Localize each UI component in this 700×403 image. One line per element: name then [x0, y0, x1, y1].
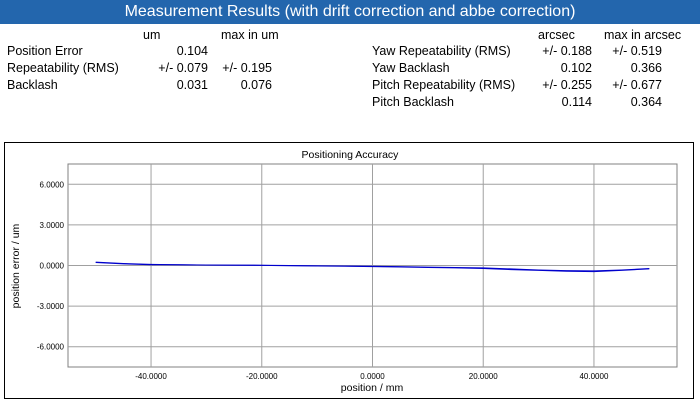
- pitch-backlash-max: 0.364: [630, 95, 662, 109]
- x-axis-label: position / mm: [341, 382, 404, 394]
- yaw-repeatability-value: +/- 0.188: [542, 44, 592, 58]
- row-label-pitch-backlash: Pitch Backlash: [372, 95, 454, 109]
- y-tick-label: 0.0000: [40, 262, 65, 271]
- row-label-position-error: Position Error: [7, 44, 83, 58]
- pitch-repeatability-max: +/- 0.677: [612, 78, 662, 92]
- y-tick-label: -3.0000: [37, 302, 65, 311]
- row-label-pitch-repeatability: Pitch Repeatability (RMS): [372, 78, 516, 92]
- pitch-backlash-value: 0.114: [561, 95, 592, 109]
- repeatability-max: +/- 0.195: [222, 61, 272, 75]
- x-tick-label: -20.0000: [246, 372, 278, 381]
- tick-labels: -40.0000 -20.0000 0.0000 20.0000 40.0000 6.00…: [37, 180, 609, 381]
- y-tick-label: 6.0000: [40, 180, 65, 189]
- left-col-header-max: max in um: [221, 28, 279, 42]
- x-tick-label: 20.0000: [469, 372, 498, 381]
- backlash-value: 0.031: [176, 78, 208, 92]
- y-tick-label: 3.0000: [40, 221, 65, 230]
- yaw-repeatability-max: +/- 0.519: [612, 44, 662, 58]
- pitch-repeatability-value: +/- 0.255: [542, 78, 592, 92]
- series-line-2: [95, 262, 650, 273]
- position-error-value: 0.104: [176, 44, 208, 58]
- y-tick-label: -6.0000: [37, 343, 65, 352]
- x-tick-label: 40.0000: [579, 372, 608, 381]
- left-col-header-um: um: [143, 28, 161, 42]
- series-lines: [95, 261, 650, 273]
- right-col-header-max: max in arcsec: [604, 28, 682, 42]
- x-tick-label: -40.0000: [135, 372, 167, 381]
- right-col-header-arcsec: arcsec: [538, 28, 575, 42]
- x-tick-label: 0.0000: [360, 372, 385, 381]
- results-title: Measurement Results (with drift correcti…: [124, 3, 576, 20]
- results-header: Measurement Results (with drift correcti…: [0, 0, 700, 24]
- row-label-yaw-repeatability: Yaw Repeatability (RMS): [372, 44, 511, 58]
- grid-lines: [68, 164, 677, 367]
- yaw-backlash-value: 0.102: [560, 61, 592, 75]
- row-label-repeatability: Repeatability (RMS): [7, 61, 119, 75]
- row-label-backlash: Backlash: [7, 78, 58, 92]
- y-axis-label: position error / um: [10, 223, 22, 308]
- yaw-backlash-max: 0.366: [630, 61, 662, 75]
- row-label-yaw-backlash: Yaw Backlash: [372, 61, 450, 75]
- repeatability-value: +/- 0.079: [158, 61, 208, 75]
- chart-title: Positioning Accuracy: [302, 149, 400, 161]
- backlash-max: 0.076: [240, 78, 272, 92]
